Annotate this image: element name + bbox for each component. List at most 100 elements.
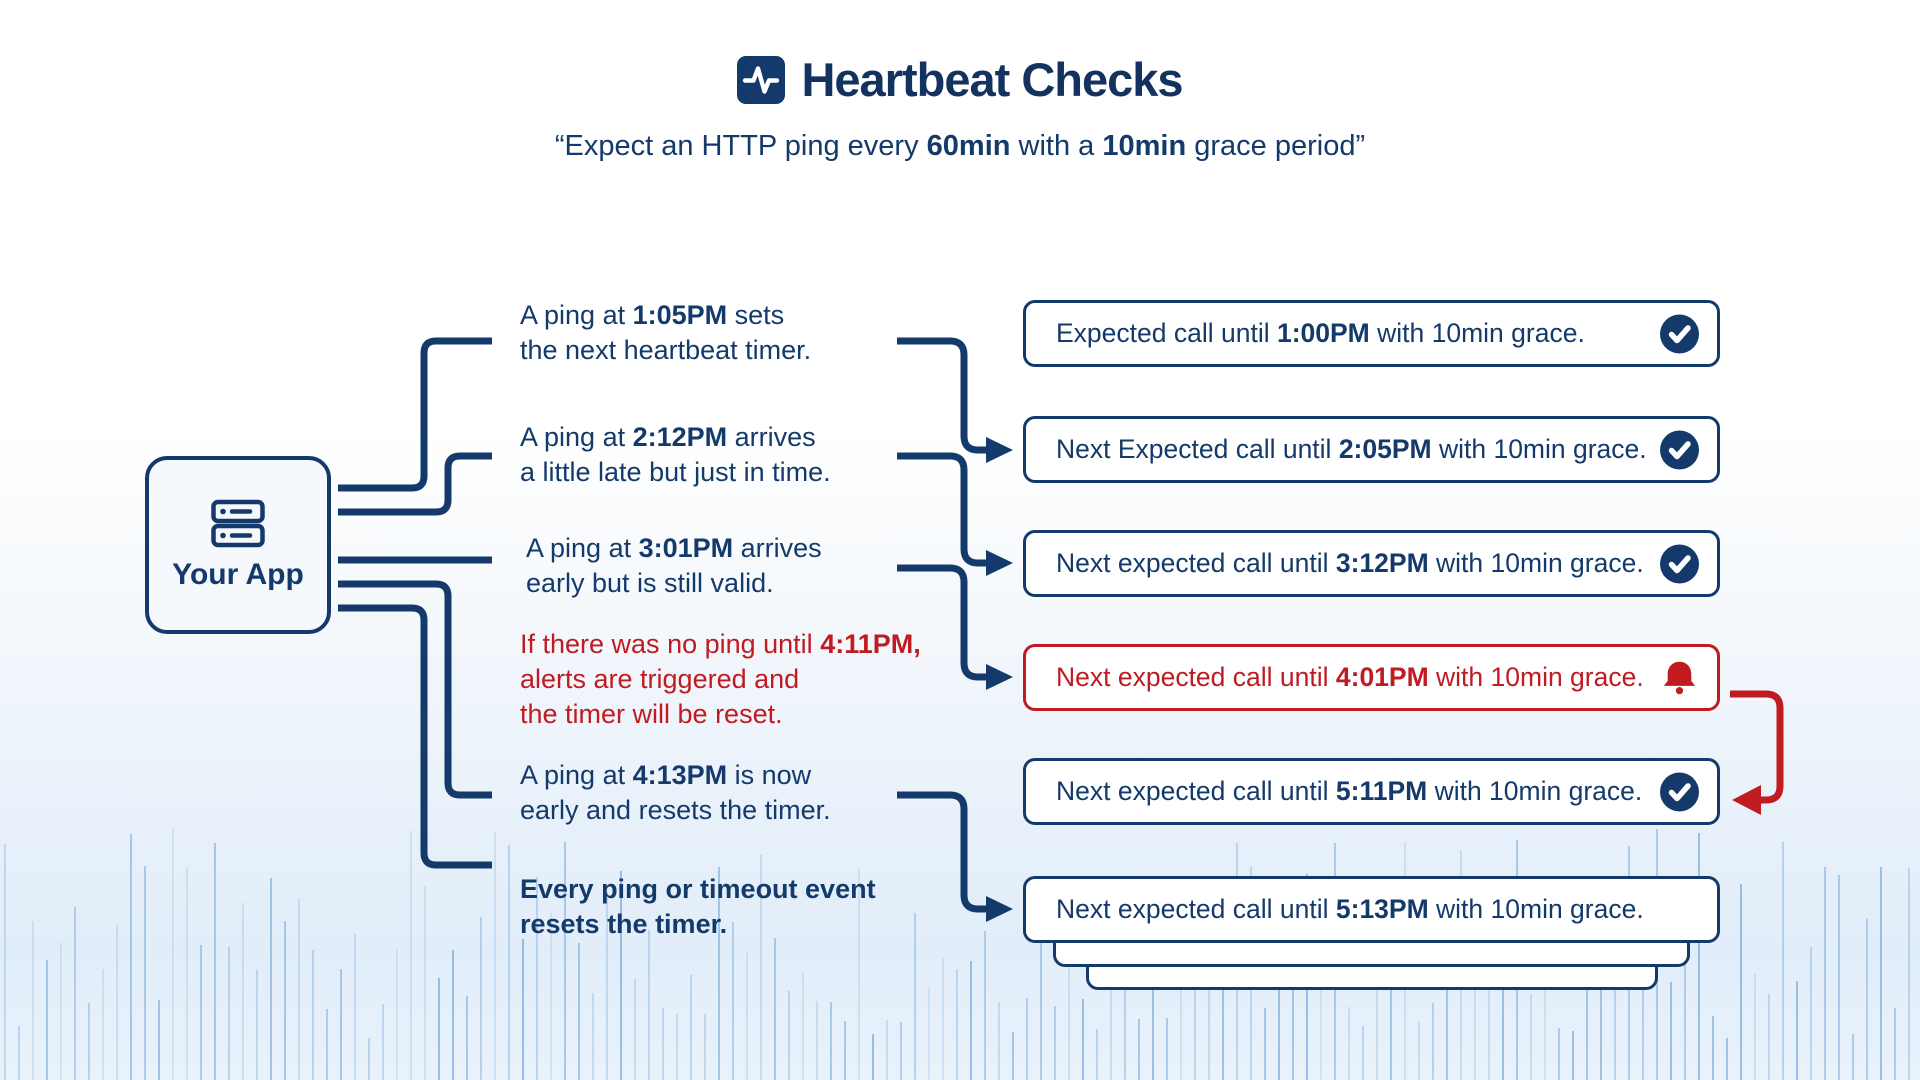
waveform-bar <box>1838 875 1840 1080</box>
waveform-bar <box>1880 867 1882 1080</box>
waveform-bar <box>1208 963 1210 1080</box>
waveform-bar <box>1418 1021 1420 1080</box>
your-app-node: Your App <box>145 456 331 634</box>
waveform-bar <box>648 930 650 1080</box>
waveform-bar <box>1614 940 1616 1080</box>
waveform-bar <box>452 950 454 1080</box>
waveform-bar <box>956 969 958 1080</box>
waveform-bar <box>1474 966 1476 1080</box>
status-box-5-text: Next expected call until 5:11PM with 10m… <box>1056 776 1643 806</box>
waveform-bar <box>774 938 776 1080</box>
waveform-bar <box>942 957 944 1080</box>
waveform-bar <box>1908 868 1910 1080</box>
waveform-bar <box>1796 981 1798 1080</box>
waveform-bar <box>746 953 748 1080</box>
waveform-bar <box>1488 918 1490 1080</box>
status-box-5: Next expected call until 5:11PM with 10m… <box>1023 758 1720 825</box>
annotation-ping-3: A ping at 3:01PM arrives early but is st… <box>526 533 822 598</box>
waveform-bar <box>424 886 426 1080</box>
waveform-bar <box>550 913 552 1080</box>
waveform-bar <box>984 931 986 1080</box>
waveform-bar <box>676 1014 678 1080</box>
waveform-bar <box>1138 1019 1140 1080</box>
waveform-bar <box>256 970 258 1080</box>
waveform-bar <box>1852 1034 1854 1080</box>
waveform-bar <box>312 950 314 1080</box>
waveform-bar <box>326 1009 328 1080</box>
waveform-bar <box>1600 942 1602 1080</box>
waveform-bar <box>1432 1003 1434 1080</box>
annotation-summary: Every ping or timeout event resets the t… <box>520 874 876 939</box>
waveform-bar <box>844 1021 846 1080</box>
waveform-bar <box>1096 1029 1098 1080</box>
waveform-bar <box>298 899 300 1080</box>
waveform-bar <box>1376 935 1378 1080</box>
waveform-bar <box>704 1014 706 1080</box>
waveform-bar <box>1278 927 1280 1080</box>
annotation-ping-2: A ping at 2:12PM arrives a little late b… <box>520 422 831 487</box>
waveform-bar <box>382 1004 384 1080</box>
server-icon <box>211 499 265 547</box>
waveform-bar <box>494 832 496 1080</box>
waveform-bar <box>1768 994 1770 1080</box>
waveform-bar <box>466 996 468 1080</box>
annotation-ping-4: A ping at 4:13PM is now early and resets… <box>520 760 831 825</box>
waveform-bar <box>1712 1016 1714 1080</box>
check-circle-icon <box>1660 772 1699 811</box>
waveform-bar <box>1362 1026 1364 1080</box>
page-title: Heartbeat Checks <box>801 53 1183 106</box>
waveform-bar <box>690 975 692 1080</box>
waveform-bar <box>522 939 524 1080</box>
waveform-bar <box>4 844 6 1080</box>
waveform-bar <box>214 843 216 1080</box>
waveform-bar <box>1124 947 1126 1080</box>
waveform-bar <box>410 831 412 1080</box>
waveform-bar <box>760 855 762 1080</box>
status-box-4-text: Next expected call until 4:01PM with 10m… <box>1056 662 1644 692</box>
waveform-bar <box>1026 998 1028 1080</box>
waveform-bar <box>74 907 76 1080</box>
waveform-bar <box>228 947 230 1080</box>
waveform-bar <box>102 969 104 1080</box>
waveform-bar <box>1012 1032 1014 1080</box>
waveform-bar <box>1222 945 1224 1080</box>
check-circle-icon <box>1660 430 1699 469</box>
your-app-label: Your App <box>172 557 304 591</box>
waveform-bar <box>914 913 916 1080</box>
waveform-bar <box>1082 999 1084 1080</box>
waveform-bar <box>564 842 566 1080</box>
waveform-bar <box>1698 833 1700 1080</box>
check-circle-icon <box>1660 544 1699 583</box>
waveform-bar <box>1572 1031 1574 1080</box>
waveform-bar <box>158 1000 160 1080</box>
status-box-4-alert: Next expected call until 4:01PM with 10m… <box>1023 644 1720 711</box>
waveform-bar <box>1194 936 1196 1080</box>
waveform-bar <box>130 834 132 1080</box>
waveform-bar <box>718 867 720 1080</box>
status-box-6-text: Next expected call until 5:13PM with 10m… <box>1056 894 1644 924</box>
bell-icon <box>1663 661 1696 694</box>
waveform-bar <box>858 868 860 1080</box>
waveform-bar <box>1152 980 1154 1080</box>
waveform-bar <box>480 917 482 1080</box>
waveform-bar <box>88 1003 90 1080</box>
waveform-bar <box>1166 1018 1168 1080</box>
waveform-bar <box>396 950 398 1080</box>
activity-pulse-icon <box>737 55 786 104</box>
waveform-bar <box>1642 954 1644 1080</box>
waveform-bar <box>1740 884 1742 1080</box>
waveform-bar <box>732 922 734 1080</box>
waveform-bar <box>354 934 356 1080</box>
waveform-bar <box>788 991 790 1080</box>
waveform-bar <box>1894 1008 1896 1080</box>
waveform-bar <box>1726 1038 1728 1080</box>
waveform-bar <box>200 945 202 1080</box>
waveform-bar <box>1754 974 1756 1080</box>
waveform-bar <box>172 829 174 1080</box>
waveform-bar <box>998 1002 1000 1080</box>
waveform-bar <box>508 845 510 1080</box>
annotation-ping-1: A ping at 1:05PM sets the next heartbeat… <box>520 300 812 365</box>
status-box-6: Next expected call until 5:13PM with 10m… <box>1023 876 1720 943</box>
waveform-bar <box>1866 919 1868 1080</box>
